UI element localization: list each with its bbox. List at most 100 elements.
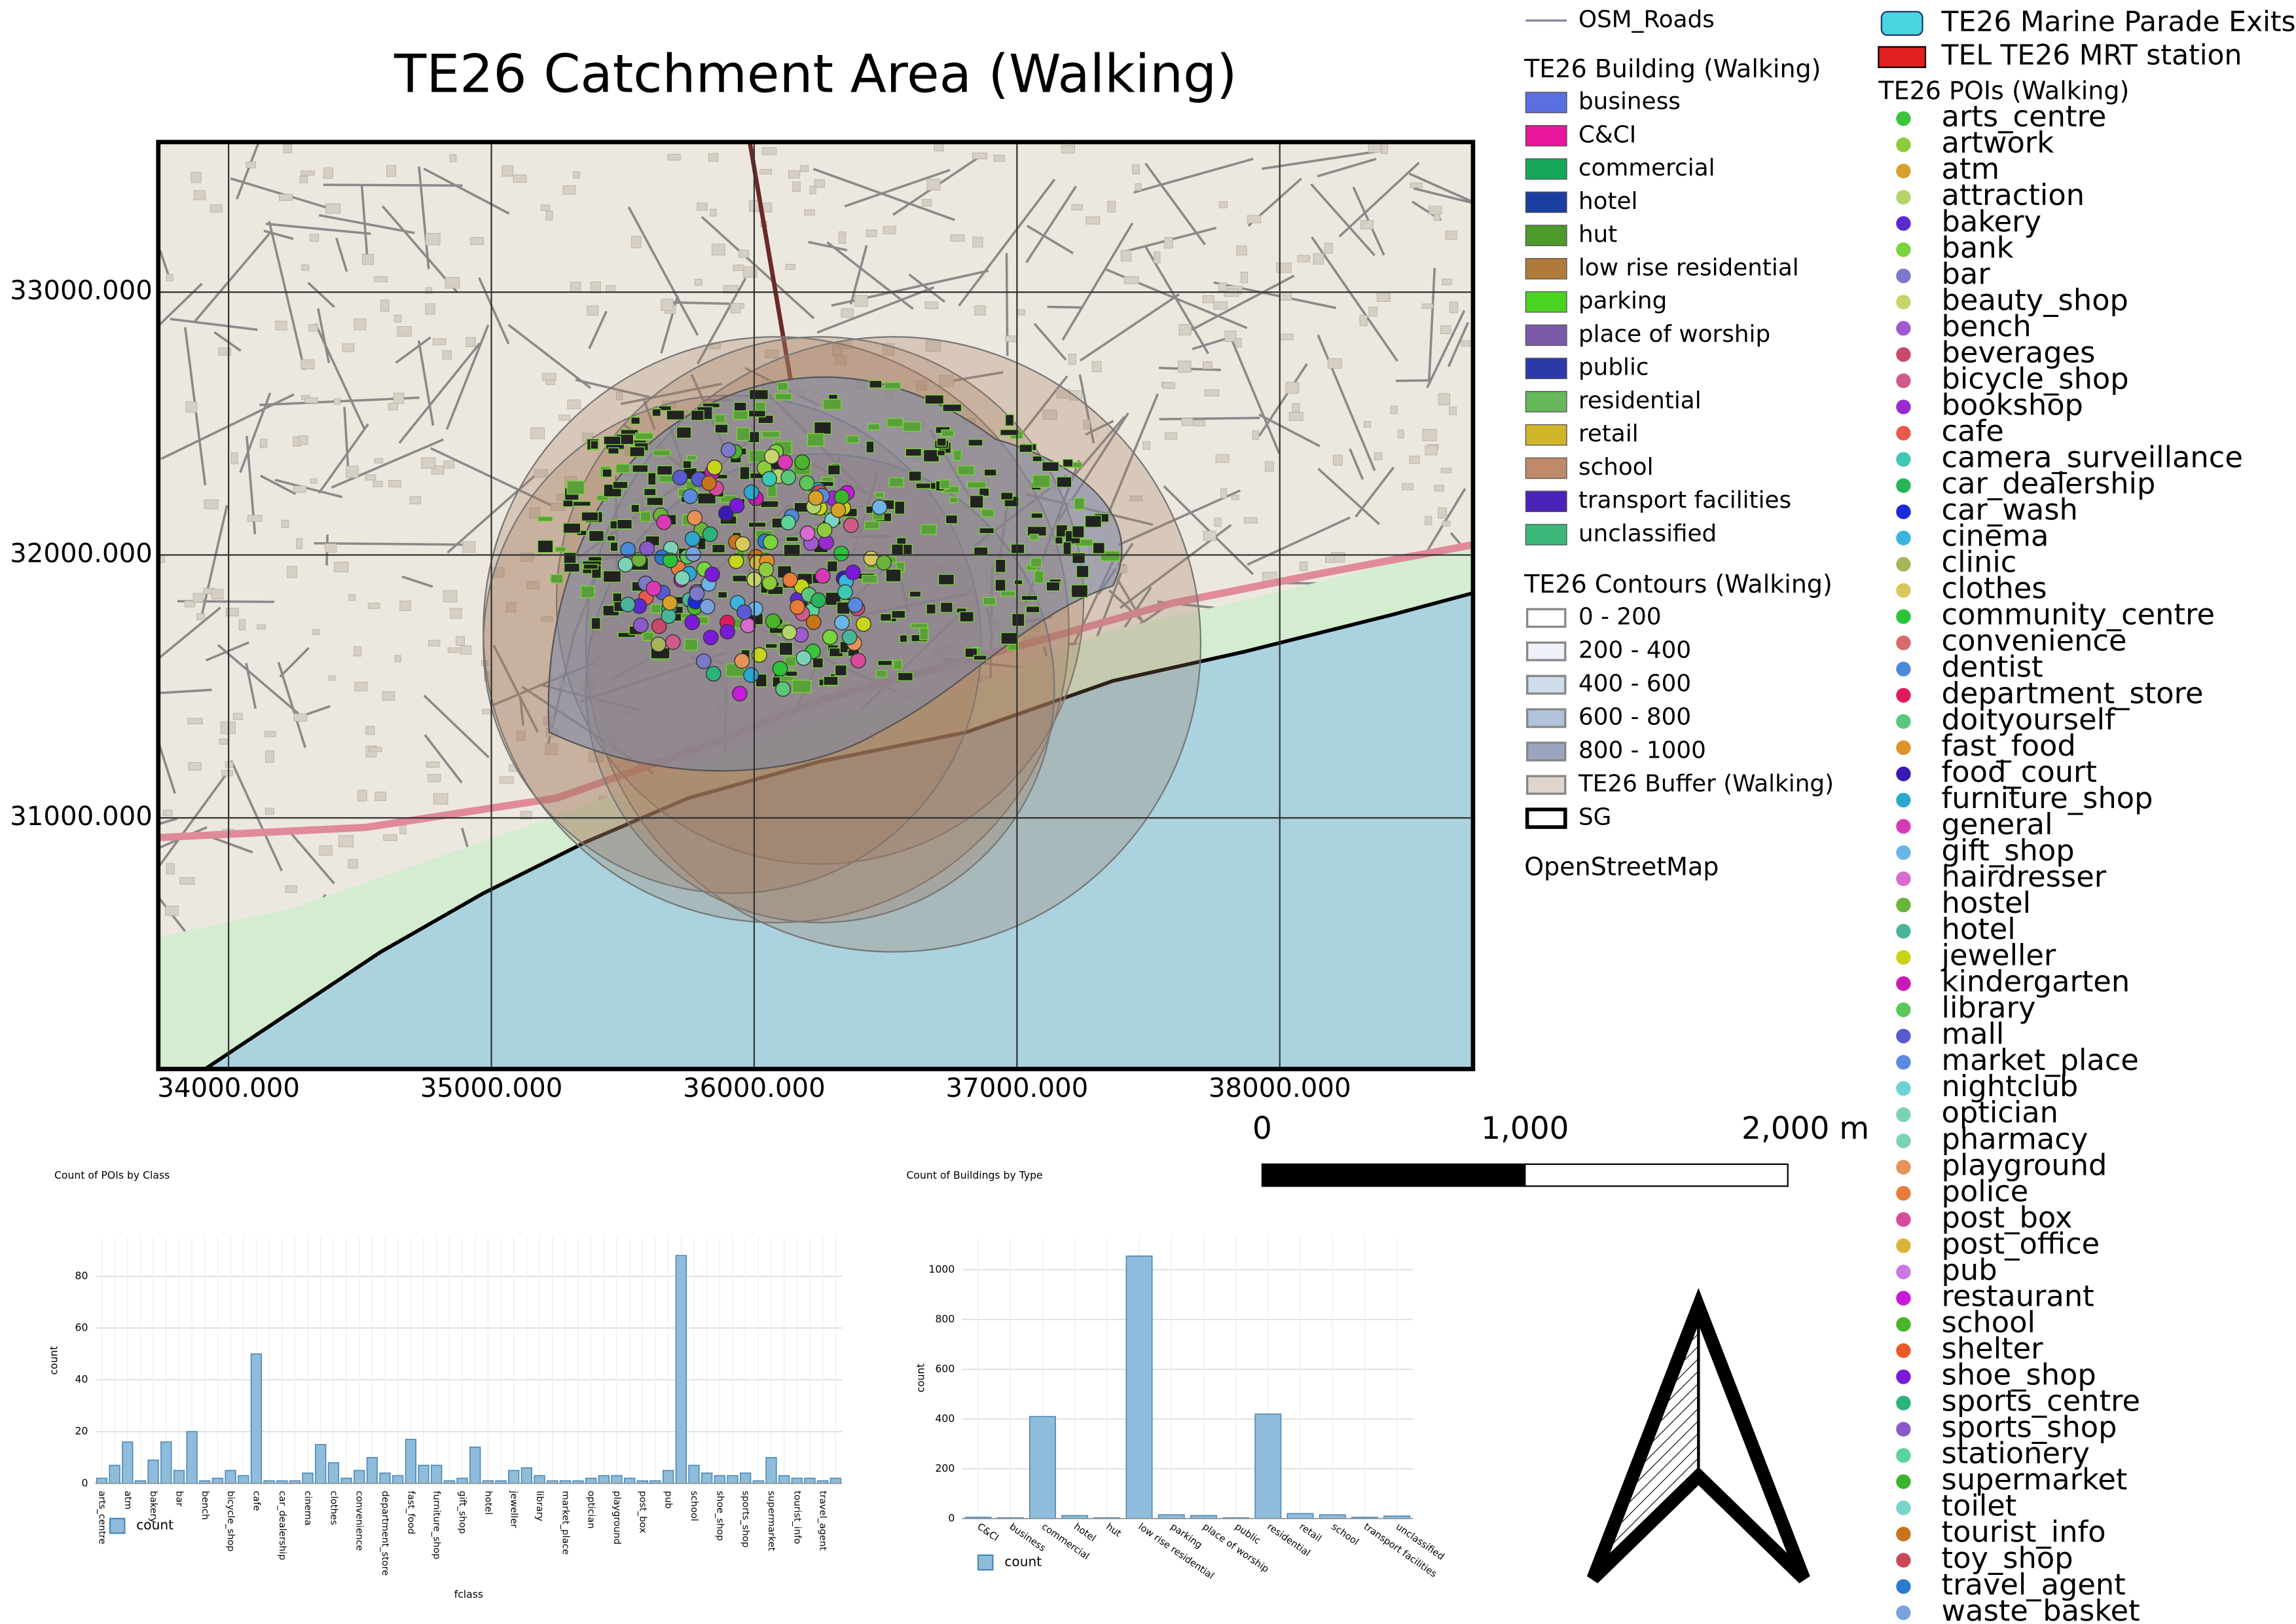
legend-poi-symbol (1896, 137, 1911, 153)
legend-label: car_wash (1942, 492, 2078, 527)
x-tick-label: car_dealership (277, 1491, 287, 1560)
catchment-building (822, 398, 842, 410)
catchment-building (894, 500, 905, 515)
x-tick-label: atm (122, 1491, 133, 1510)
catchment-building (1046, 581, 1061, 591)
catchment-building (1032, 455, 1043, 462)
legend-poi-symbol (1896, 216, 1911, 231)
catchment-building (983, 468, 997, 477)
x-tick-label: clothes (328, 1491, 338, 1525)
bar (1254, 1413, 1282, 1519)
building-footprint (383, 834, 397, 841)
poi-point (682, 489, 699, 504)
legend-poi-symbol (1896, 976, 1911, 991)
poi-point (701, 475, 717, 491)
building-footprint (974, 305, 986, 316)
legend-swatch (1525, 225, 1567, 246)
building-footprint (1434, 485, 1444, 492)
bar (508, 1469, 520, 1485)
catchment-building (1032, 474, 1051, 488)
road (236, 143, 260, 200)
legend-poi-symbol (1896, 504, 1911, 519)
x-tick-label: department_store (380, 1491, 390, 1576)
road (1133, 157, 1254, 194)
legend-label: hotel (1578, 188, 1638, 215)
x-tick-label: playground (611, 1491, 622, 1545)
road (1247, 516, 1351, 566)
building-footprint (1224, 331, 1237, 342)
poi-point (845, 564, 861, 580)
road (812, 168, 955, 221)
catchment-building (555, 546, 566, 553)
y-tick-label: 600 (935, 1363, 955, 1375)
road (401, 575, 433, 588)
building-footprint (1297, 255, 1311, 263)
building-footprint (319, 845, 333, 856)
building-footprint (1440, 468, 1452, 473)
bar (1029, 1416, 1056, 1519)
y-axis-label: count (48, 1346, 60, 1375)
legend-label: bank (1942, 230, 2014, 265)
catchment-building (994, 559, 1006, 573)
catchment-building (1019, 444, 1033, 453)
poi-point (814, 568, 831, 584)
catchment-building (603, 435, 621, 445)
x-tick-label: gift_shop (457, 1491, 467, 1534)
building-footprint (482, 709, 492, 714)
y-tick-label: 80 (75, 1269, 88, 1282)
legend-poi-symbol (1896, 635, 1911, 650)
map-y-label: 31000.000 (10, 802, 153, 832)
legend-swatch (1526, 641, 1567, 661)
legend-poi-symbol (1896, 1317, 1911, 1332)
catchment-building (591, 617, 601, 630)
building-footprint (425, 232, 441, 246)
building-footprint (230, 452, 238, 464)
building-footprint (1177, 360, 1192, 373)
legend-poi-symbol (1896, 1291, 1911, 1306)
building-footprint (334, 561, 349, 572)
building-footprint (1288, 412, 1303, 421)
legend-label: bench (1942, 308, 2032, 343)
legend-label: supermarket (1942, 1462, 2128, 1497)
catchment-building (1056, 476, 1072, 488)
building-footprint (883, 226, 896, 234)
legend-label: OSM_Roads (1578, 6, 1715, 33)
building-footprint (191, 172, 202, 183)
road (1085, 420, 1114, 436)
catchment-building (786, 536, 799, 542)
legend-poi-symbol (1896, 1343, 1911, 1358)
legend-label: kindergarten (1942, 964, 2130, 999)
catchment-building (714, 414, 726, 424)
legend-label: hotel (1942, 912, 2016, 946)
building-footprint (1449, 301, 1459, 314)
poi-point (661, 608, 677, 624)
catchment-building (875, 492, 884, 498)
building-footprint (1214, 517, 1222, 527)
building-footprint (558, 415, 571, 421)
catchment-building (572, 501, 591, 507)
building-footprint (1071, 204, 1083, 211)
poi-point (794, 454, 811, 470)
catchment-building (563, 563, 580, 573)
road (381, 205, 459, 294)
catchment-building (891, 544, 904, 556)
building-footprint (708, 153, 718, 162)
road (429, 447, 559, 510)
catchment-building (1005, 414, 1015, 426)
road (1047, 305, 1082, 309)
building-footprint (809, 186, 816, 194)
catchment-building (939, 479, 951, 490)
catchment-building (748, 389, 769, 400)
building-footprint (1292, 403, 1300, 413)
poi-point (633, 617, 649, 633)
poi-point (805, 614, 822, 630)
building-footprint (301, 265, 310, 271)
legend-label: business (1578, 88, 1681, 115)
building-footprint (1325, 555, 1335, 563)
catchment-building (616, 519, 632, 530)
road (519, 695, 524, 726)
poi-point (761, 575, 778, 591)
catchment-building (748, 521, 767, 528)
building-footprint (221, 770, 233, 777)
building-footprint (1120, 249, 1132, 262)
